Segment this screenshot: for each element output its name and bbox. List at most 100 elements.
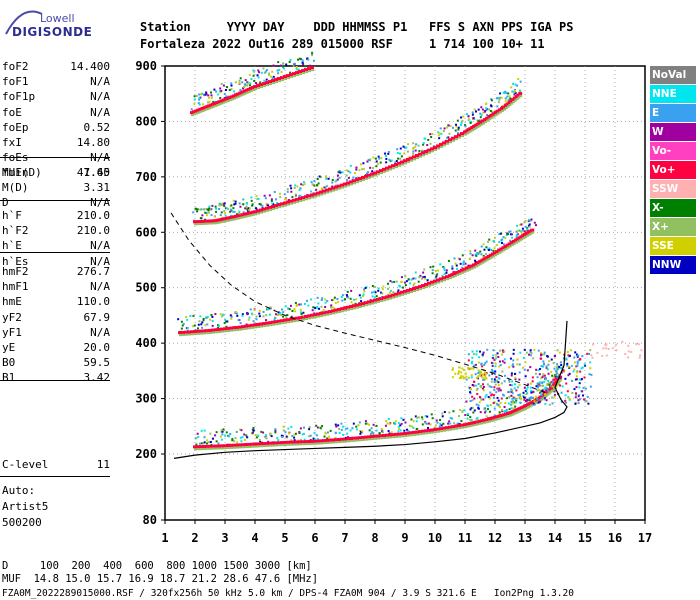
trace-point	[208, 328, 212, 332]
trace-point	[472, 263, 476, 267]
echo-point	[204, 324, 207, 327]
trace-point	[358, 302, 362, 306]
echo-point	[443, 410, 446, 413]
echo-point	[345, 179, 348, 182]
trace-point	[190, 111, 194, 115]
echo-point	[193, 324, 196, 327]
echo-point	[500, 241, 503, 244]
trace-point	[391, 293, 395, 297]
echo-point	[490, 105, 493, 108]
echo-point	[415, 427, 418, 430]
echo-point	[415, 420, 418, 423]
trace-point	[433, 279, 437, 283]
echo-point	[362, 168, 365, 171]
spread-echo	[501, 370, 504, 373]
sse-echo	[470, 374, 473, 377]
trace-point-x	[461, 271, 464, 274]
trace-point-x	[212, 105, 215, 108]
echo-point	[299, 194, 302, 197]
trace-point	[433, 428, 437, 432]
echo-point	[429, 423, 432, 426]
echo-point	[270, 198, 273, 201]
spread-echo	[482, 351, 485, 354]
spread-echo	[485, 394, 488, 397]
echo-point	[371, 170, 374, 173]
echo-point	[228, 435, 231, 438]
trace-point-x	[434, 282, 437, 285]
echo-point	[298, 195, 301, 198]
echo-point	[264, 434, 267, 437]
spread-echo	[473, 397, 476, 400]
trace-point-x	[242, 328, 245, 331]
echo-point	[227, 207, 230, 210]
trace-point	[455, 270, 460, 274]
trace-point	[379, 169, 383, 173]
trace-point	[283, 440, 287, 444]
spread-echo	[493, 386, 496, 389]
echo-point	[375, 160, 378, 163]
spread-echo	[492, 396, 495, 399]
echo-point	[245, 434, 248, 437]
trace-point-x	[428, 431, 431, 434]
spread-echo	[475, 403, 478, 406]
echo-point	[330, 306, 333, 309]
sse-echo	[457, 370, 460, 373]
param-separator	[0, 380, 110, 381]
echo-point	[342, 433, 345, 436]
sse-echo	[479, 372, 482, 375]
echo-point	[420, 149, 423, 152]
spread-echo	[550, 381, 553, 384]
trace-point-x	[257, 445, 260, 448]
spread-echo	[523, 368, 526, 371]
spread-echo	[494, 365, 497, 368]
param-row: fxI 14.80	[2, 136, 110, 150]
spread-echo	[536, 398, 539, 401]
trace-point-x	[350, 440, 353, 443]
trace-point	[343, 306, 347, 310]
echo-point	[231, 439, 234, 442]
trace-point	[325, 188, 329, 192]
echo-point	[550, 370, 553, 373]
trace-point	[235, 325, 239, 329]
param-row: hmF2 276.7	[2, 265, 110, 279]
echo-point	[298, 189, 301, 192]
trace-point	[244, 443, 248, 447]
param-row: foEp 0.52	[2, 121, 110, 135]
spread-echo	[552, 378, 555, 381]
trace-point	[236, 92, 241, 96]
trace-point-x	[480, 123, 484, 126]
spread-echo	[568, 354, 571, 357]
param-value: 47.60	[76, 166, 110, 179]
echo-point	[207, 209, 210, 212]
echo-point	[438, 132, 441, 135]
ssw-echo	[630, 350, 633, 353]
param-value: N/A	[90, 90, 110, 104]
echo-point	[497, 101, 500, 104]
echo-point	[280, 308, 283, 311]
trace-point	[497, 414, 502, 418]
x-tick-label: 4	[251, 531, 258, 545]
trace-point	[207, 219, 212, 223]
trace-point	[391, 164, 395, 168]
echo-point	[246, 84, 249, 87]
trace-point-x	[395, 165, 398, 168]
trace-point	[211, 219, 216, 223]
y-tick-label: 800	[135, 114, 157, 128]
trace-point-x	[266, 444, 269, 447]
param-row: M(D) 3.31	[2, 181, 110, 195]
echo-point	[358, 421, 361, 424]
trace-point	[331, 438, 335, 442]
echo-point	[217, 442, 220, 445]
trace-point	[505, 243, 510, 247]
echo-point	[399, 424, 402, 427]
trace-point	[509, 241, 514, 245]
echo-point	[252, 74, 255, 77]
echo-point	[278, 68, 281, 71]
trace-point-x	[194, 448, 197, 451]
echo-point	[221, 204, 224, 207]
trace-point	[268, 205, 272, 209]
echo-point	[295, 304, 298, 307]
legend-item: W	[650, 123, 696, 141]
echo-point	[278, 313, 281, 316]
trace-point-x	[197, 332, 200, 335]
